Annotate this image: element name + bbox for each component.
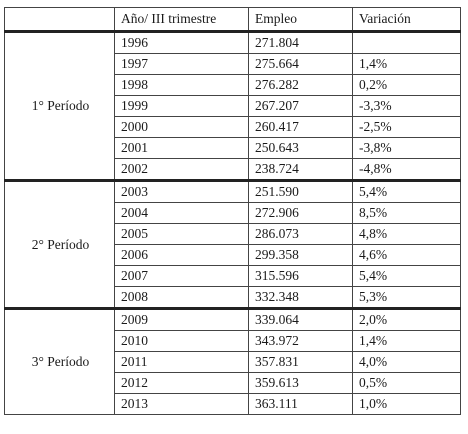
variacion-cell: 4,6% (352, 244, 461, 266)
table-row: 2002 238.724 -4,8% (5, 158, 461, 181)
table-row: 2004 272.906 8,5% (5, 202, 461, 224)
header-period (4, 7, 115, 32)
year-cell: 2006 (114, 244, 249, 266)
variacion-cell: -2,5% (352, 116, 461, 138)
table-row: 3° Período 2009 339.064 2,0% (4, 307, 461, 415)
year-cell: 1996 (114, 30, 249, 54)
table-row: 2006 299.358 4,6% (5, 244, 461, 266)
table-row: 2001 250.643 -3,8% (5, 137, 461, 159)
variacion-cell: 8,5% (352, 202, 461, 224)
year-cell: 1997 (114, 53, 249, 75)
year-cell: 2003 (114, 179, 249, 203)
employment-table-container: Año/ III trimestre Empleo Variación 1° P… (4, 7, 461, 415)
period-group-2: 2° Período 2003 251.590 5,4% 2004 272.906 8,5%… (4, 179, 461, 309)
period-group-3: 3° Período 2009 339.064 2,0% 2010 343.972 1,4%… (4, 307, 461, 415)
empleo-cell: 286.073 (248, 223, 353, 245)
empleo-cell: 315.596 (248, 265, 353, 287)
variacion-cell: 0,2% (352, 74, 461, 96)
table-row: 1998 276.282 0,2% (5, 74, 461, 96)
variacion-cell: 5,4% (352, 179, 461, 203)
table-row: 1° Período 1996 271.804 (4, 30, 461, 181)
empleo-cell: 363.111 (248, 393, 353, 415)
year-cell: 2013 (114, 393, 249, 415)
year-cell: 2000 (114, 116, 249, 138)
variacion-cell: 5,4% (352, 265, 461, 287)
year-cell: 2008 (114, 286, 249, 309)
table-row: 2013 363.111 1,0% (5, 393, 461, 415)
year-cell: 2012 (114, 372, 249, 394)
header-row: Año/ III trimestre Empleo Variación (4, 7, 461, 32)
year-cell: 2009 (114, 307, 249, 331)
header-year: Año/ III trimestre (114, 7, 249, 32)
variacion-cell (352, 30, 461, 54)
variacion-cell: 1,4% (352, 53, 461, 75)
empleo-cell: 260.417 (248, 116, 353, 138)
variacion-cell: 1,4% (352, 330, 461, 352)
empleo-cell: 339.064 (248, 307, 353, 331)
empleo-cell: 357.831 (248, 351, 353, 373)
variacion-cell: 1,0% (352, 393, 461, 415)
table-row: 2005 286.073 4,8% (5, 223, 461, 245)
year-cell: 2007 (114, 265, 249, 287)
year-cell: 2010 (114, 330, 249, 352)
header-variacion: Variación (352, 7, 461, 32)
empleo-cell: 272.906 (248, 202, 353, 224)
empleo-cell: 299.358 (248, 244, 353, 266)
empleo-cell: 250.643 (248, 137, 353, 159)
year-cell: 2004 (114, 202, 249, 224)
empleo-cell: 332.348 (248, 286, 353, 309)
year-cell: 1998 (114, 74, 249, 96)
period-label: 3° Período (4, 307, 115, 415)
table-row: 2000 260.417 -2,5% (5, 116, 461, 138)
variacion-cell: 5,3% (352, 286, 461, 309)
empleo-cell: 276.282 (248, 74, 353, 96)
variacion-cell: -3,3% (352, 95, 461, 117)
period-label: 2° Período (4, 179, 115, 309)
year-cell: 2001 (114, 137, 249, 159)
empleo-cell: 343.972 (248, 330, 353, 352)
variacion-cell: 4,8% (352, 223, 461, 245)
empleo-cell: 251.590 (248, 179, 353, 203)
table-row: 2010 343.972 1,4% (5, 330, 461, 352)
empleo-cell: 238.724 (248, 158, 353, 181)
empleo-cell: 275.664 (248, 53, 353, 75)
variacion-cell: 2,0% (352, 307, 461, 331)
year-cell: 2011 (114, 351, 249, 373)
employment-table: Año/ III trimestre Empleo Variación 1° P… (4, 7, 461, 415)
period-label: 1° Período (4, 30, 115, 181)
empleo-cell: 267.207 (248, 95, 353, 117)
year-cell: 1999 (114, 95, 249, 117)
empleo-cell: 271.804 (248, 30, 353, 54)
year-cell: 2002 (114, 158, 249, 181)
header-empleo: Empleo (248, 7, 353, 32)
variacion-cell: 0,5% (352, 372, 461, 394)
empleo-cell: 359.613 (248, 372, 353, 394)
variacion-cell: -4,8% (352, 158, 461, 181)
variacion-cell: 4,0% (352, 351, 461, 373)
variacion-cell: -3,8% (352, 137, 461, 159)
period-group-1: 1° Período 1996 271.804 1997 275.664 1,4% 1998… (4, 30, 461, 181)
table-row: 2° Período 2003 251.590 5,4% (4, 179, 461, 309)
year-cell: 2005 (114, 223, 249, 245)
table-row: 2011 357.831 4,0% (5, 351, 461, 373)
